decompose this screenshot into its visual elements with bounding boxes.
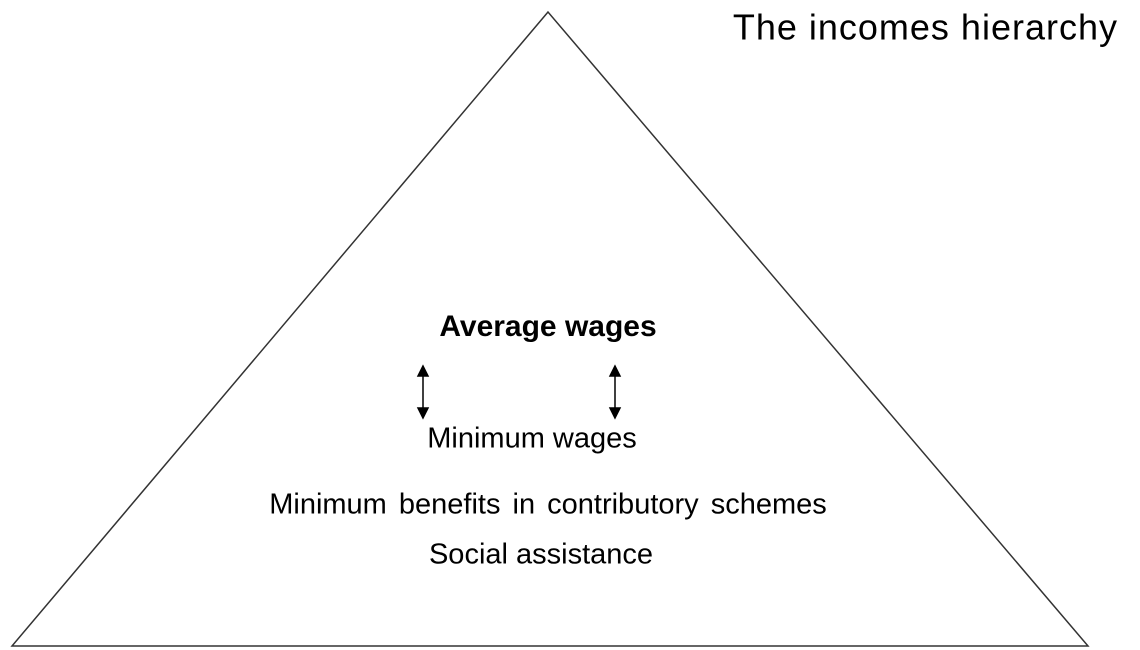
pyramid (10, 10, 1090, 647)
arrows (416, 364, 622, 420)
level-label: Minimum wages (427, 423, 637, 455)
arrow-head (608, 364, 622, 377)
level-label: Minimum benefits in contributory schemes (269, 489, 827, 521)
level-label: Social assistance (429, 539, 653, 571)
arrow-head (416, 364, 430, 377)
arrow-head (608, 407, 622, 420)
level-label: Average wages (439, 310, 656, 343)
arrow-head (416, 407, 430, 420)
title: The incomes hierarchy (733, 7, 1118, 48)
